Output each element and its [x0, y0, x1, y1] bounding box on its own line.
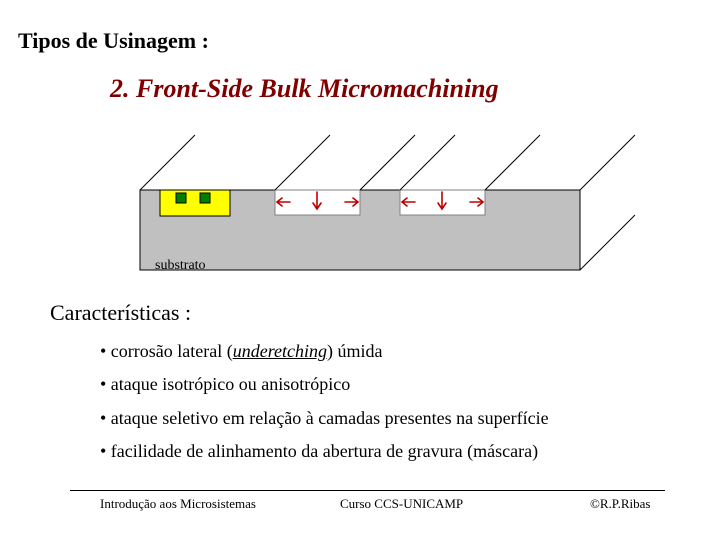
list-item: • corrosão lateral (underetching) úmida — [100, 335, 549, 368]
footer-right: ©R.P.Ribas — [590, 496, 650, 512]
footer-left: Introdução aos Microsistemas — [100, 496, 256, 512]
bullet-emphasis: underetching — [233, 341, 327, 361]
list-item: • ataque seletivo em relação à camadas p… — [100, 402, 549, 435]
characteristics-heading: Características : — [50, 300, 191, 326]
list-item: • ataque isotrópico ou anisotrópico — [100, 368, 549, 401]
list-item: • facilidade de alinhamento da abertura … — [100, 435, 549, 468]
page-title: Tipos de Usinagem : — [0, 0, 720, 54]
footer-center: Curso CCS-UNICAMP — [340, 496, 463, 512]
bullet-list: • corrosão lateral (underetching) úmida … — [100, 335, 549, 468]
micromachining-diagram — [140, 130, 580, 275]
footer-divider — [70, 490, 665, 491]
substrate-label: substrato — [155, 258, 206, 274]
bullet-text: ) úmida — [327, 341, 383, 361]
bullet-text: • corrosão lateral ( — [100, 341, 233, 361]
section-title: 2. Front-Side Bulk Micromachining — [0, 54, 720, 104]
